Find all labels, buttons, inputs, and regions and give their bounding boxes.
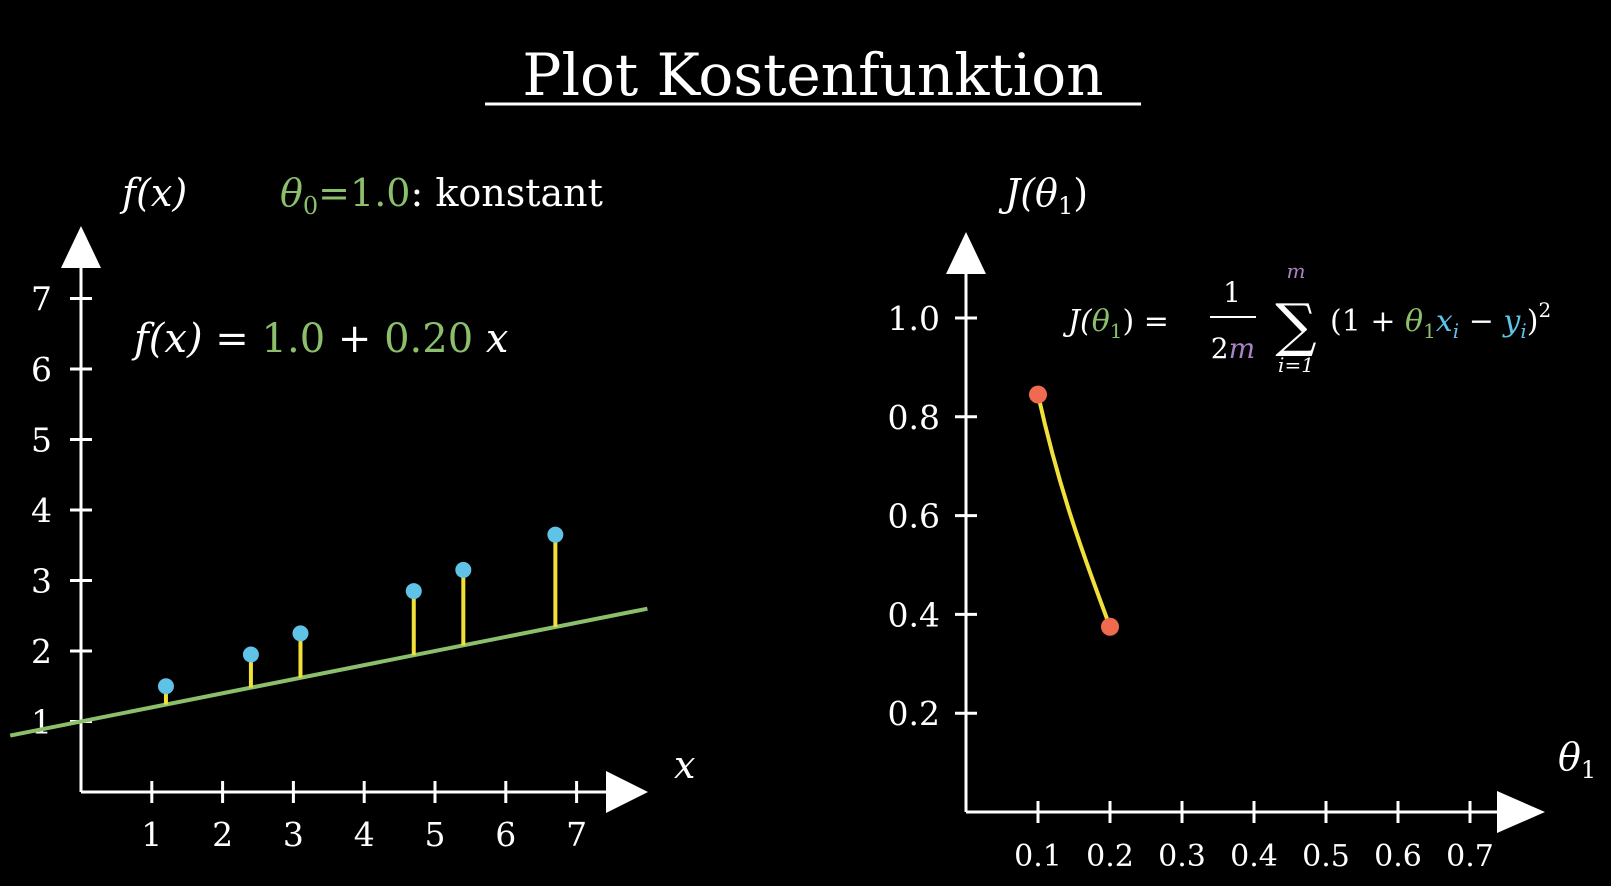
left-x-tick-label: 7 (566, 815, 587, 854)
right-x-axis-arrow (1497, 791, 1545, 833)
left-y-tick-label: 5 (31, 421, 52, 460)
theta0-eq: =1.0 (318, 171, 410, 215)
formula-lhs-close: ) = (1123, 304, 1169, 339)
data-point (547, 526, 564, 543)
eq-var: x (486, 316, 509, 362)
formula-frac-den-2: 2 (1211, 332, 1229, 365)
data-point (455, 561, 472, 578)
formula-y-sub: i (1520, 319, 1526, 343)
right-y-tick-label: 0.6 (888, 497, 940, 536)
right-x-tick-label: 0.7 (1446, 839, 1494, 874)
left-x-axis-label: x (674, 743, 695, 787)
right-cost-curve (1036, 394, 1112, 628)
theta0-label: θ0=1.0: konstant (280, 171, 603, 220)
right-y-label-close: ) (1073, 171, 1088, 215)
left-x-axis-arrow (606, 771, 648, 813)
left-x-tick-label: 4 (354, 815, 375, 854)
right-x-tick-label: 0.1 (1014, 839, 1062, 874)
eq-intercept: 1.0 (262, 316, 326, 362)
left-x-tick-label: 1 (141, 815, 162, 854)
formula-close: ) (1527, 304, 1539, 339)
formula-minus: − (1469, 304, 1494, 339)
formula-lhs: J(θ1) = (1062, 304, 1169, 343)
cost-curve-line (1036, 394, 1112, 628)
right-x-tick-label: 0.3 (1158, 839, 1206, 874)
right-y-tick-label: 0.8 (888, 398, 940, 437)
left-chart: f(x) θ0=1.0: konstant f(x) = 1.0 + 0.20 … (9, 171, 695, 855)
formula-lhs-J: J( (1062, 304, 1093, 339)
right-y-label-main: J(θ (998, 171, 1058, 215)
data-point (292, 625, 309, 642)
formula-frac-den-m: m (1229, 332, 1256, 365)
right-x-tick-label: 0.4 (1230, 839, 1278, 874)
left-y-tick-label: 7 (31, 280, 52, 319)
left-y-tick-label: 3 (31, 562, 52, 601)
formula-x: x (1436, 304, 1453, 339)
data-point (405, 583, 422, 600)
left-y-tick-label: 2 (31, 632, 52, 671)
right-y-tick-label: 1.0 (888, 299, 940, 338)
right-x-tick-label: 0.6 (1374, 839, 1422, 874)
left-y-tick-label: 6 (31, 350, 52, 389)
data-point (157, 678, 174, 695)
right-y-axis-label: J(θ1) (998, 171, 1088, 220)
eq-plus: + (338, 316, 372, 362)
formula-body: (1 + θ1xi − yi)2 (1330, 298, 1551, 346)
left-y-tick-label: 1 (31, 703, 52, 742)
formula-sum-top: m (1287, 259, 1306, 283)
theta0-symbol: θ (280, 171, 303, 215)
theta0-suffix: : konstant (410, 171, 602, 215)
formula-theta: θ (1405, 304, 1423, 339)
formula-lhs-theta: θ (1092, 304, 1110, 339)
left-x-tick-label: 5 (425, 815, 446, 854)
formula-frac-num: 1 (1223, 276, 1241, 309)
data-point (242, 646, 259, 663)
eq-slope: 0.20 (384, 316, 473, 362)
right-ticks: 0.1 0.2 0.3 0.4 0.5 0.6 0.7 0.2 0.4 0.6 0.8 1.0 (888, 299, 1494, 874)
formula-power: 2 (1538, 298, 1551, 322)
right-y-axis-arrow (946, 232, 986, 274)
eq-prefix: f(x) = (131, 316, 249, 362)
left-y-axis-label: f(x) (119, 171, 187, 215)
left-axes (61, 226, 648, 813)
left-y-axis-arrow (61, 226, 101, 268)
right-x-tick-label: 0.5 (1302, 839, 1350, 874)
left-points (157, 526, 564, 695)
right-y-tick-label: 0.2 (888, 694, 940, 733)
right-x-label-main: θ (1558, 735, 1581, 779)
formula-sum-bottom: i=1 (1278, 353, 1314, 377)
formula-frac-den: 2m (1211, 332, 1255, 365)
theta0-sub: 0 (303, 192, 318, 220)
formula-y: y (1501, 304, 1521, 339)
right-y-label-sub: 1 (1058, 192, 1073, 220)
cost-point (1029, 385, 1047, 404)
left-x-tick-label: 2 (212, 815, 233, 854)
right-axes (946, 232, 1545, 833)
left-x-tick-label: 6 (495, 815, 516, 854)
fit-line (9, 606, 648, 738)
formula-lhs-sub: 1 (1110, 319, 1123, 343)
right-chart: J(θ1) θ1 J(θ1) = 1 2m m ∑ i=1 (1 + θ1xi … (888, 171, 1597, 874)
left-ticks: 1 2 3 4 5 6 7 1 2 3 4 5 6 7 (31, 280, 587, 855)
formula-theta-sub: 1 (1423, 319, 1436, 343)
fit-equation: f(x) = 1.0 + 0.20 x (131, 316, 508, 362)
formula-open: (1 + (1330, 304, 1395, 339)
left-y-tick-label: 4 (31, 491, 52, 530)
right-cost-points (1029, 385, 1119, 636)
formula-sum-symbol: ∑ (1275, 291, 1316, 359)
cost-formula: J(θ1) = 1 2m m ∑ i=1 (1 + θ1xi − yi)2 (1062, 259, 1551, 377)
left-fit-line (9, 606, 648, 738)
right-x-tick-label: 0.2 (1086, 839, 1134, 874)
title-group: Plot Kostenfunktion (485, 41, 1141, 109)
left-residuals (163, 534, 558, 705)
right-x-label-sub: 1 (1581, 756, 1596, 784)
formula-x-sub: i (1453, 319, 1459, 343)
right-y-tick-label: 0.4 (888, 595, 940, 634)
left-x-tick-label: 3 (283, 815, 304, 854)
right-x-axis-label: θ1 (1558, 735, 1596, 784)
page-title: Plot Kostenfunktion (522, 41, 1103, 109)
cost-point (1101, 617, 1119, 636)
